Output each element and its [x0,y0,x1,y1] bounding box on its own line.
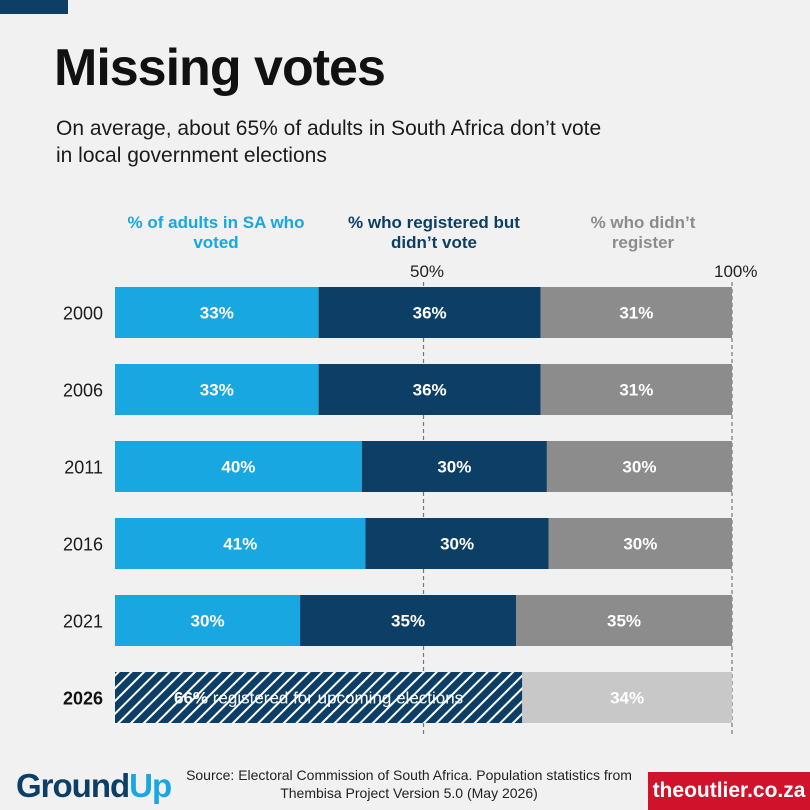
bar-label-2016-not-registered: 30% [623,535,657,554]
bar-label-2026-registered: 66% registered for upcoming elections [174,689,463,708]
bar-2006-registered-not-voted [318,364,541,415]
bar-label-2006-registered-not-voted: 36% [413,381,447,400]
bar-2016-not-registered [548,518,732,569]
year-label-2011: 2011 [64,458,103,478]
logo-ground-text: Ground [16,767,130,804]
bar-label-2006-voted: 33% [200,381,234,400]
chart-subtitle: On average, about 65% of adults in South… [56,117,602,167]
groundup-logo: GroundUp [16,766,172,806]
year-label-2000: 2000 [63,304,103,324]
bar-label-2000-not-registered: 31% [619,304,653,323]
year-label-2006: 2006 [63,381,103,401]
legend-registered-not-voted: % who registered but didn’t vote [348,213,520,252]
bar-2000-registered-not-voted [318,287,541,338]
legend-not-registered: % who didn’t register [590,213,696,252]
top-accent-bar [0,0,68,14]
bar-label-2000-voted: 33% [200,304,234,323]
chart-title: Missing votes [54,39,386,97]
bar-label-2021-not-registered: 35% [607,612,641,631]
bar-2026-registered [115,672,523,723]
bar-2006-voted [115,364,319,415]
bar-2021-voted [115,595,301,646]
legend-voted: % of adults in SA who voted [127,213,305,252]
axis-label-100: 100% [714,262,758,281]
bar-2021-not-registered [516,595,732,646]
bar-label-2011-registered-not-voted: 30% [437,458,471,477]
bar-label-2016-voted: 41% [223,535,257,554]
bar-label-2021-registered-not-voted: 35% [391,612,425,631]
bar-2000-voted [115,287,319,338]
bar-label-2011-voted: 40% [221,458,255,477]
year-label-2026: 2026 [63,689,103,709]
logo-up-text: Up [129,767,172,804]
bar-2016-registered-not-voted [365,518,549,569]
brand-badge: theoutlier.co.za [648,772,810,810]
year-label-2021: 2021 [63,612,103,632]
bar-label-2000-registered-not-voted: 36% [413,304,447,323]
bar-2000-not-registered [540,287,732,338]
bar-2021-registered-not-voted [300,595,517,646]
axis-label-50: 50% [410,262,445,281]
bar-2011-not-registered [546,441,732,492]
bar-label-2006-not-registered: 31% [619,381,653,400]
bar-label-2011-not-registered: 30% [622,458,656,477]
year-label-2016: 2016 [63,535,103,555]
bar-2011-voted [115,441,362,492]
bar-2016-voted [115,518,366,569]
bar-label-2026-not-registered: 34% [610,689,644,708]
bar-label-2016-registered-not-voted: 30% [440,535,474,554]
bar-2006-not-registered [540,364,732,415]
bar-2026-not-registered [522,672,732,723]
bar-2011-registered-not-voted [361,441,547,492]
source-note: Source: Electoral Commission of South Af… [186,767,632,801]
bar-label-2021-voted: 30% [191,612,225,631]
